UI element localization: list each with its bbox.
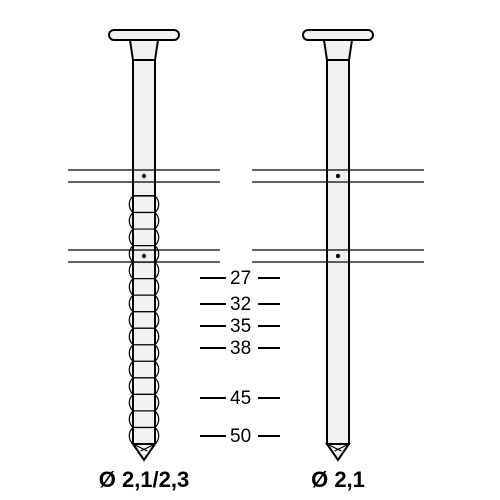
wire-junction-dot bbox=[142, 254, 146, 258]
right-nail-neck bbox=[324, 40, 352, 60]
right-nail-head bbox=[303, 30, 373, 40]
right-nail-tip bbox=[327, 444, 349, 460]
scale-tick-label: 35 bbox=[230, 316, 251, 337]
right-nail-caption: Ø 2,1 bbox=[311, 467, 365, 492]
scale-tick-label: 50 bbox=[230, 426, 251, 447]
scale-tick-label: 45 bbox=[230, 388, 251, 409]
nail-diagram: 27 323538 45 50 Ø 2,1/2,3 Ø 2,1 bbox=[0, 0, 500, 500]
scale-tick-label: 27 bbox=[230, 268, 251, 289]
left-nail-head bbox=[109, 30, 179, 40]
left-nail-caption: Ø 2,1/2,3 bbox=[99, 467, 190, 492]
wire-junction-dot bbox=[142, 174, 146, 178]
wire-junction-dot bbox=[336, 174, 340, 178]
left-nail-neck bbox=[130, 40, 158, 60]
scale-tick-label: 38 bbox=[230, 338, 251, 359]
left-nail-tip bbox=[133, 444, 155, 460]
wire-junction-dot bbox=[336, 254, 340, 258]
right-nail-shaft bbox=[327, 60, 349, 444]
scale-tick-label: 32 bbox=[230, 294, 251, 315]
